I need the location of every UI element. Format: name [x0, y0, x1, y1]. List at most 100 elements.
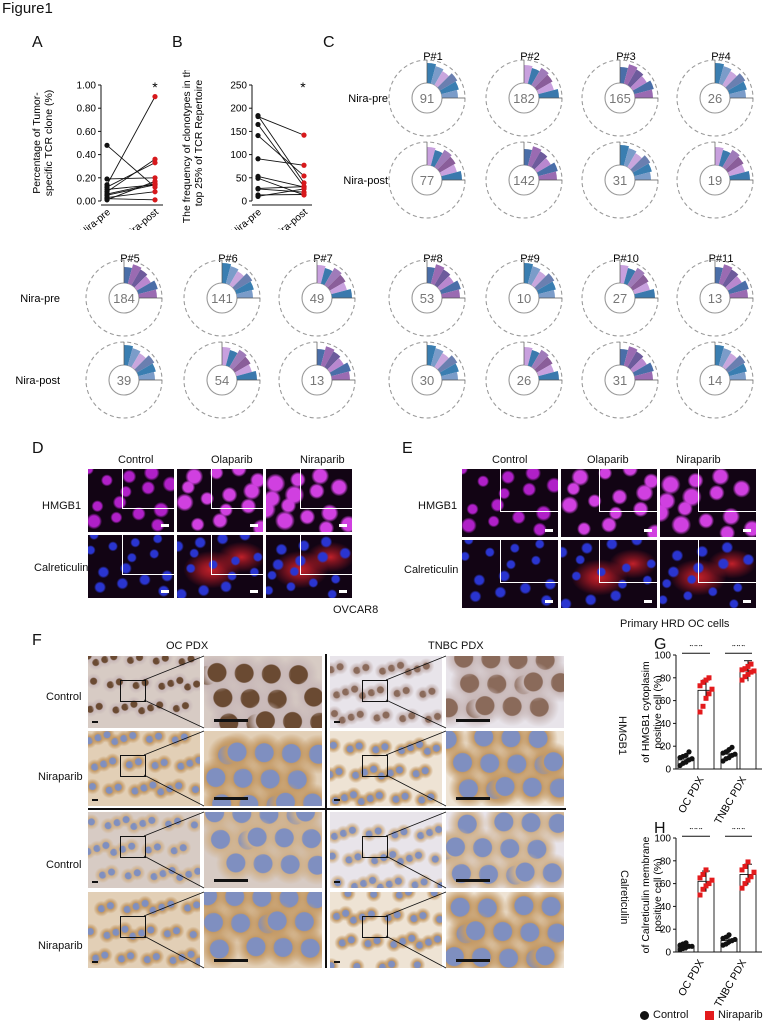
panel-h-niraparib-point — [703, 867, 709, 873]
patient-label: P#1 — [423, 51, 443, 63]
donut-pre: 165 — [581, 59, 659, 137]
clonotype-wedge — [722, 269, 739, 288]
panel-d-col-olaparib: Olaparib — [211, 454, 253, 466]
clonotype-wedge — [527, 350, 540, 368]
clonotype-wedge — [538, 289, 555, 298]
clonotype-wedge — [134, 276, 151, 291]
clonotype-wedge — [234, 281, 254, 295]
panel-g-chart: of HMGB1 cytoplasim positive cell (%) 0 2… — [640, 645, 762, 825]
clonotype-wedge — [630, 274, 649, 291]
panel-g-niraparib-point — [706, 675, 712, 681]
donut-post: 31 — [581, 341, 659, 419]
panel-g-x-tick-label: OC PDX — [676, 775, 707, 816]
inset-zoom-box — [300, 469, 352, 510]
clonotype-wedge — [317, 349, 326, 366]
figure-title: Figure1 — [2, 0, 53, 17]
panel-h-ylabel-1: of Calreticulin membrane — [640, 836, 652, 953]
clonotype-wedge — [534, 356, 553, 373]
panel-f-row-3: Control — [46, 859, 82, 871]
panel-b-marks — [255, 113, 307, 199]
clonotype-wedge — [124, 267, 133, 284]
patient-label: P#3 — [616, 51, 636, 63]
panel-h-y-tick-label: 80 — [660, 856, 672, 867]
clonotype-wedge — [536, 364, 554, 377]
clonotype-wedge — [531, 151, 548, 170]
roi-box — [362, 916, 388, 938]
clonotype-wedge — [620, 67, 629, 84]
panel-d-image — [177, 535, 263, 598]
panel-e-image — [462, 540, 558, 608]
panel-b-pair-line — [257, 177, 305, 196]
clonotype-wedge — [439, 81, 459, 95]
patient-label: P#8 — [423, 253, 443, 265]
panel-g-niraparib-point — [745, 663, 751, 669]
clonotype-wedge — [229, 349, 247, 370]
panel-h-y-tick-label: 40 — [660, 902, 672, 913]
clonotype-wedge — [124, 345, 134, 366]
clonotype-wedge — [320, 346, 335, 368]
legend-control-marker — [640, 1011, 649, 1020]
legend-niraparib-label: Niraparib — [718, 1009, 763, 1021]
clonotype-count: 31 — [613, 373, 627, 388]
donut-pre: 141 — [183, 259, 261, 337]
panel-b-pre-point — [255, 186, 261, 192]
panel-h-y-tick-label: 0 — [665, 948, 671, 959]
panel-g-niraparib-point — [742, 666, 748, 672]
donut-pre: 182 — [485, 59, 563, 137]
panel-d-image — [177, 469, 263, 532]
inset-zoom-box — [122, 535, 174, 576]
ihc-overview-image — [330, 892, 442, 968]
inset-zoom-box — [599, 469, 657, 513]
panel-a-y-tick-label: 1.00 — [77, 81, 97, 92]
clonotype-count: 54 — [215, 373, 229, 388]
panel-g-sig-label: *** — [731, 645, 745, 653]
clonotype-count: 49 — [310, 291, 324, 306]
panel-h-niraparib-point — [700, 871, 706, 877]
clonotype-wedge — [727, 164, 745, 177]
panel-b-post-point — [301, 180, 307, 186]
inset-zoom-box — [599, 540, 657, 584]
clonotype-wedge — [536, 82, 554, 95]
clonotype-wedge — [620, 349, 629, 366]
clonotype-wedge — [722, 149, 740, 170]
clonotype-wedge — [524, 65, 533, 84]
clonotype-wedge — [134, 355, 155, 373]
inset-zoom-box — [500, 540, 558, 584]
panel-a-pair-line — [106, 144, 156, 188]
clonotype-wedge — [634, 171, 651, 180]
patient-label: P#7 — [313, 253, 333, 265]
clonotype-wedge — [317, 265, 326, 284]
scale-bar — [456, 879, 490, 882]
scale-bar — [334, 961, 340, 963]
panel-a-y-tick-label: 0.00 — [77, 197, 97, 208]
panel-a-pair-line — [106, 180, 156, 201]
panel-g-niraparib-point — [739, 677, 745, 683]
clonotype-count: 182 — [513, 91, 535, 106]
clonotype-count: 91 — [420, 91, 434, 106]
scale-bar — [92, 961, 98, 963]
scale-bar — [456, 719, 490, 722]
panel-b-post-point — [301, 186, 307, 192]
scale-bar — [743, 600, 751, 603]
clonotype-wedge — [320, 268, 333, 286]
donut-post: 31 — [581, 141, 659, 219]
clonotype-wedge — [131, 269, 148, 288]
clonotype-wedge — [715, 147, 724, 166]
scale-bar — [214, 879, 248, 882]
inset-zoom-box — [698, 469, 756, 513]
scale-bar — [92, 721, 98, 723]
panel-e-image — [660, 540, 756, 608]
ihc-overview-image — [330, 812, 442, 888]
clonotype-count: 184 — [113, 291, 135, 306]
clonotype-wedge — [439, 363, 459, 377]
clonotype-wedge — [434, 269, 451, 288]
patient-label: P#2 — [520, 51, 540, 63]
patient-label: P#5 — [120, 253, 140, 265]
panel-c-chart: P#1 91 77 P#2 182 142 P#3 165 31 P#4 26 19 P#5 184 39 P… — [15, 51, 754, 419]
clonotype-wedge — [632, 163, 652, 177]
panel-b-post-point — [301, 173, 307, 179]
panel-a-pair-line — [106, 184, 156, 196]
clonotype-count: 142 — [513, 173, 535, 188]
panel-f-title-oc: OC PDX — [166, 640, 209, 652]
